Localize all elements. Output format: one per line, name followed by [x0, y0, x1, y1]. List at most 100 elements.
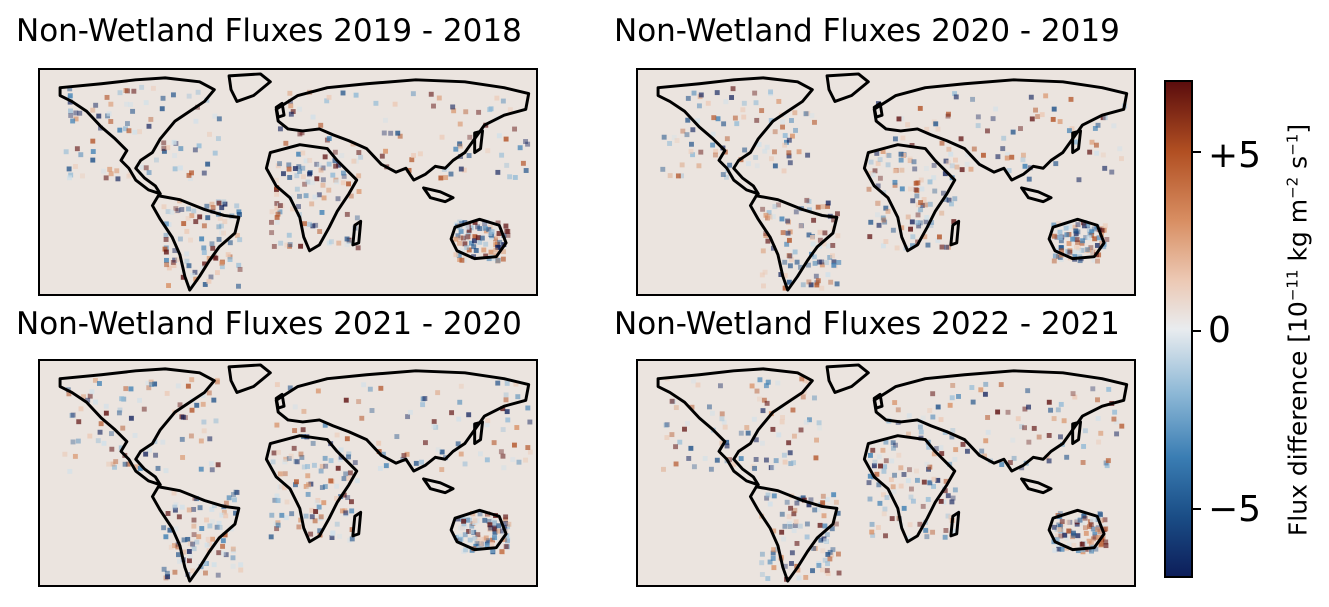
flux-pixel: [288, 111, 294, 117]
flux-pixel: [786, 137, 792, 143]
flux-pixel: [495, 258, 501, 264]
flux-pixel: [880, 243, 886, 249]
flux-pixel: [1091, 526, 1097, 532]
coastline: [872, 369, 1129, 473]
flux-pixel: [1102, 165, 1108, 171]
flux-pixel: [463, 109, 469, 115]
flux-pixel: [189, 377, 195, 383]
flux-pixel: [917, 105, 923, 111]
flux-pixel: [764, 400, 770, 406]
flux-pixel: [806, 279, 812, 285]
flux-pixel: [89, 389, 95, 395]
flux-pixel: [922, 234, 928, 240]
flux-pixel: [982, 453, 987, 459]
flux-pixel: [1086, 247, 1092, 253]
map-panel-4: [636, 359, 1136, 587]
flux-pixel: [80, 173, 85, 179]
flux-pixel: [927, 408, 933, 413]
flux-pixel: [173, 526, 179, 532]
flux-pixel: [942, 171, 948, 177]
flux-pixel: [237, 212, 242, 217]
flux-pixel: [128, 415, 134, 421]
flux-pixel: [896, 116, 902, 122]
flux-pixel: [320, 182, 326, 188]
flux-pixel: [297, 193, 302, 199]
flux-pixel: [1095, 527, 1100, 533]
flux-pixel: [234, 203, 240, 209]
flux-pixel: [952, 91, 958, 97]
flux-pixel: [1083, 235, 1089, 240]
flux-pixel: [983, 438, 989, 444]
flux-pixel: [835, 551, 841, 557]
flux-pixel: [139, 164, 144, 170]
flux-pixel: [316, 192, 322, 198]
flux-pixel: [492, 526, 497, 532]
flux-pixel: [349, 536, 355, 542]
panel-title-4: Non-Wetland Fluxes 2022 - 2021: [614, 306, 1120, 342]
map-panel-3: [38, 359, 538, 587]
flux-pixel: [1079, 247, 1085, 253]
flux-pixel: [466, 227, 472, 233]
flux-pixel: [500, 528, 505, 534]
flux-pixel: [898, 483, 904, 489]
flux-pixel: [1096, 439, 1102, 445]
flux-pixel: [221, 199, 227, 205]
flux-pixel: [1019, 424, 1025, 430]
flux-pixel: [335, 196, 341, 202]
flux-pixel: [779, 419, 785, 425]
flux-pixel: [877, 500, 883, 506]
flux-pixel: [175, 383, 181, 389]
flux-pixel: [223, 552, 229, 558]
flux-pixel: [876, 222, 882, 228]
flux-pixel: [303, 193, 309, 199]
flux-pixel: [898, 157, 904, 163]
flux-pixel: [914, 193, 920, 199]
flux-pixel: [1074, 237, 1080, 243]
flux-pixel: [123, 88, 129, 93]
flux-pixel: [466, 247, 472, 253]
flux-pixel: [813, 455, 819, 461]
flux-pixel: [825, 200, 831, 206]
flux-pixel: [499, 152, 505, 158]
flux-pixel: [829, 526, 835, 532]
flux-pixel: [503, 544, 509, 550]
flux-pixel: [164, 570, 170, 576]
flux-pixel: [880, 492, 886, 498]
flux-pixel: [163, 232, 169, 238]
flux-pixel: [952, 196, 958, 202]
flux-pixel: [834, 281, 840, 287]
flux-pixel: [768, 156, 774, 162]
flux-pixel: [162, 246, 168, 252]
flux-pixel: [525, 141, 531, 147]
coastline: [1071, 420, 1082, 445]
flux-pixel: [175, 544, 181, 550]
flux-pixel: [307, 171, 312, 177]
flux-pixel: [176, 514, 182, 520]
flux-pixel: [772, 204, 778, 210]
flux-pixel: [478, 451, 483, 457]
flux-pixel: [286, 162, 292, 168]
flux-pixel: [67, 93, 73, 99]
coastline: [825, 72, 870, 103]
flux-pixel: [172, 153, 178, 159]
flux-pixel: [787, 450, 793, 456]
flux-pixel: [995, 409, 1001, 415]
flux-pixel: [872, 459, 878, 465]
flux-pixel: [377, 465, 383, 471]
flux-pixel: [798, 223, 804, 229]
flux-pixel: [373, 100, 379, 106]
flux-pixel: [76, 419, 82, 425]
flux-pixel: [947, 402, 953, 408]
flux-pixel: [484, 538, 490, 544]
flux-pixel: [439, 449, 445, 455]
flux-pixel: [869, 521, 875, 527]
flux-pixel: [274, 201, 280, 206]
flux-pixel: [153, 452, 159, 458]
flux-pixel: [300, 174, 306, 180]
flux-pixel: [910, 198, 916, 204]
flux-pixel: [1092, 534, 1098, 540]
flux-pixel: [953, 447, 959, 453]
flux-pixel: [163, 237, 169, 242]
flux-pixel: [303, 158, 309, 164]
flux-pixel: [195, 89, 201, 95]
